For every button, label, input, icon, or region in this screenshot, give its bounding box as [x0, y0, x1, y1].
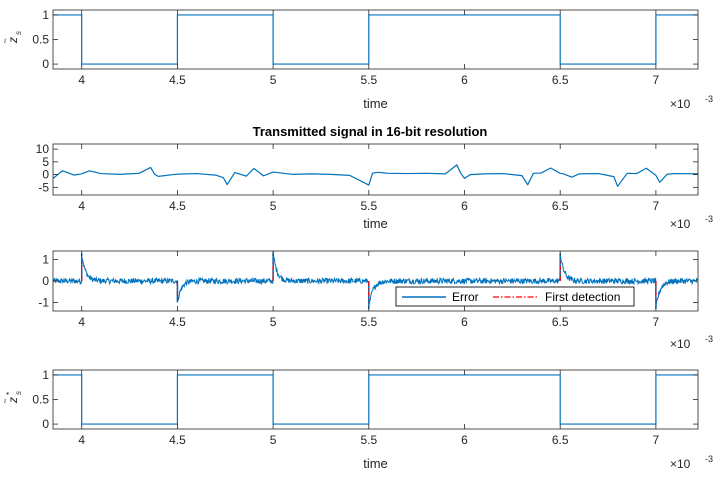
panel-4-series-z-s- [53, 374, 698, 425]
panel-4-ytick-label-2: 0.5 [32, 393, 49, 407]
panel-3-xtick-label-5: 6 [461, 315, 468, 329]
panel-1-series-z-s [53, 14, 698, 65]
panel-4-ylabel: z s * ~ [0, 391, 23, 404]
panel-1-ylabel-z: z [6, 37, 20, 44]
panel-3-xtick-label-7: 7 [653, 315, 660, 329]
panel-4-xtick-label-7: 7 [653, 433, 660, 447]
panel-2-plot-content [53, 164, 698, 187]
panel-4-xtick-label-3: 5 [270, 433, 277, 447]
panel-4-xtick-label-1: 4 [78, 433, 85, 447]
panel-3-xtick-label-3: 5 [270, 315, 277, 329]
panel-1-xtick-label-2: 4.5 [169, 73, 186, 87]
panel-4-plot-area [53, 370, 698, 429]
panel-2-xtick-label-1: 4 [78, 199, 85, 213]
panel-3-x-exponent: ×10 [670, 337, 691, 351]
panel-1-xtick-label-7: 7 [653, 73, 660, 87]
panel-3-ytick-label-2: 0 [42, 274, 49, 288]
panel-2-xlabel: time [363, 216, 388, 231]
panel-2-ytick-label-4: 10 [36, 142, 50, 156]
panel-3-xtick-label-4: 5.5 [360, 315, 377, 329]
panel-3-plot-content [53, 251, 698, 309]
panel-4-xtick-label-2: 4.5 [169, 433, 186, 447]
panel-4-xtick-label-5: 6 [461, 433, 468, 447]
panel-2-xtick-label-3: 5 [270, 199, 277, 213]
panel-2-ytick-label-1: -5 [38, 180, 49, 194]
panel-1-x-exponent: ×10 [670, 97, 691, 111]
legend: Error First detection [395, 286, 635, 307]
panel-3-xtick-label-2: 4.5 [169, 315, 186, 329]
legend-error-label: Error [452, 290, 479, 304]
panel-4-ylabel-sub: s [14, 391, 23, 395]
panel-3: 4 4.5 5 5.5 6 6.5 7 -1 0 1 ×10 -3 Error First detec… [38, 250, 713, 351]
panel-4-xlabel: time [363, 456, 388, 471]
panel-4: z s * ~ 4 4.5 5 5.5 6 6.5 7 0 0.5 1 time ×10 -3 [0, 368, 713, 471]
panel-4-xtick-label-4: 5.5 [360, 433, 377, 447]
panel-4-x-exponent: ×10 [670, 457, 691, 471]
panel-2-ytick-label-3: 5 [42, 155, 49, 169]
panel-1-ylabel-sub: s [14, 31, 23, 35]
panel-2-plot-area [53, 144, 698, 195]
panel-2-xtick-label-7: 7 [653, 199, 660, 213]
panel-1: z s ~ 4 4.5 5 5.5 6 6.5 7 0 0.5 1 time ×10 -3 [0, 8, 713, 111]
panel-1-xlabel: time [363, 96, 388, 111]
panel-4-ytick-label-3: 1 [42, 368, 49, 382]
panel-2-x-exponent: ×10 [670, 217, 691, 231]
panel-3-series-error [53, 251, 698, 307]
panel-1-xtick-label-5: 6 [461, 73, 468, 87]
panel-2-title: Transmitted signal in 16-bit resolution [253, 124, 488, 139]
panel-2-xtick-label-2: 4.5 [169, 199, 186, 213]
panel-1-xtick-label-4: 5.5 [360, 73, 377, 87]
panel-4-ylabel-tilde: ~ [0, 398, 10, 403]
panel-1-plot-content [53, 14, 698, 65]
panel-1-xtick-label-1: 4 [78, 73, 85, 87]
legend-box [395, 286, 635, 307]
panel-1-ytick-label-3: 1 [42, 8, 49, 22]
panel-4-plot-content [53, 374, 698, 425]
panel-1-xtick-label-6: 6.5 [552, 73, 569, 87]
panel-4-ylabel-z: z [6, 397, 20, 404]
panel-1-ylabel: z s ~ [0, 31, 23, 44]
panel-2-series-transmitted [53, 164, 698, 187]
legend-detection-label: First detection [545, 290, 620, 304]
panel-2-xtick-label-5: 6 [461, 199, 468, 213]
panel-3-xtick-label-1: 4 [78, 315, 85, 329]
panel-2-ytick-label-2: 0 [42, 168, 49, 182]
panel-3-xtick-label-6: 6.5 [552, 315, 569, 329]
panel-1-plot-area [53, 10, 698, 69]
panel-3-ytick-label-3: 1 [42, 253, 49, 267]
panel-3-x-exponent-power: -3 [705, 334, 713, 344]
panel-1-x-exponent-power: -3 [705, 94, 713, 104]
panel-1-ylabel-tilde: ~ [0, 38, 10, 43]
panel-4-ylabel-star: * [5, 392, 14, 395]
panel-2-xtick-label-6: 6.5 [552, 199, 569, 213]
panel-2-x-exponent-power: -3 [705, 214, 713, 224]
panel-4-x-exponent-power: -3 [705, 454, 713, 464]
panel-1-xtick-label-3: 5 [270, 73, 277, 87]
panel-4-xtick-label-6: 6.5 [552, 433, 569, 447]
panel-2-xtick-label-4: 5.5 [360, 199, 377, 213]
panel-2: Transmitted signal in 16-bit resolution … [36, 124, 713, 231]
panel-3-ytick-label-1: -1 [38, 295, 49, 309]
panel-1-ytick-label-1: 0 [42, 57, 49, 71]
panel-1-ytick-label-2: 0.5 [32, 33, 49, 47]
panel-2-axes-box [52, 143, 699, 196]
panel-4-ytick-label-1: 0 [42, 417, 49, 431]
